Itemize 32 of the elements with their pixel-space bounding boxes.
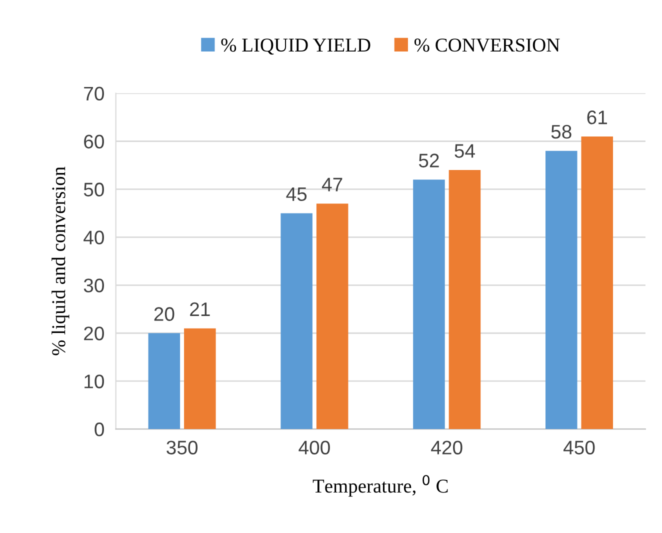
data-label: 52 (418, 154, 439, 168)
y-tick-label: 40 (84, 230, 104, 244)
bar (148, 333, 180, 430)
y-tick-label: 30 (84, 278, 104, 292)
legend-label: % CONVERSION (414, 38, 560, 52)
data-label: 20 (154, 307, 174, 321)
y-tick-label: 60 (84, 134, 104, 148)
data-label: 45 (286, 187, 307, 202)
y-tick-label: 0 (94, 422, 104, 436)
y-tick-label: 10 (84, 374, 104, 388)
x-tick-label: 350 (166, 440, 198, 454)
bar (316, 204, 348, 430)
y-tick-label: 50 (84, 182, 104, 196)
x-tick-label: 450 (563, 440, 595, 454)
x-tick-label: 420 (431, 440, 462, 454)
x-tick-label: 400 (298, 440, 330, 454)
bar (413, 180, 445, 430)
y-tick-label: 20 (84, 326, 104, 340)
y-axis-title: % liquid and conversion (52, 166, 70, 356)
bar (184, 328, 216, 430)
data-label: 21 (190, 302, 210, 316)
data-label: 47 (322, 178, 342, 192)
bar (280, 213, 312, 430)
legend-label: % LIQUID YIELD (221, 38, 370, 55)
y-tick-label: 70 (84, 86, 104, 101)
data-label: 54 (454, 144, 475, 158)
bar (581, 136, 614, 430)
data-label: 58 (551, 124, 572, 139)
x-axis-title: Temperature, $^{0}$ C (312, 474, 448, 497)
data-label: 61 (587, 110, 607, 124)
bar (545, 150, 578, 430)
bar (448, 170, 481, 430)
